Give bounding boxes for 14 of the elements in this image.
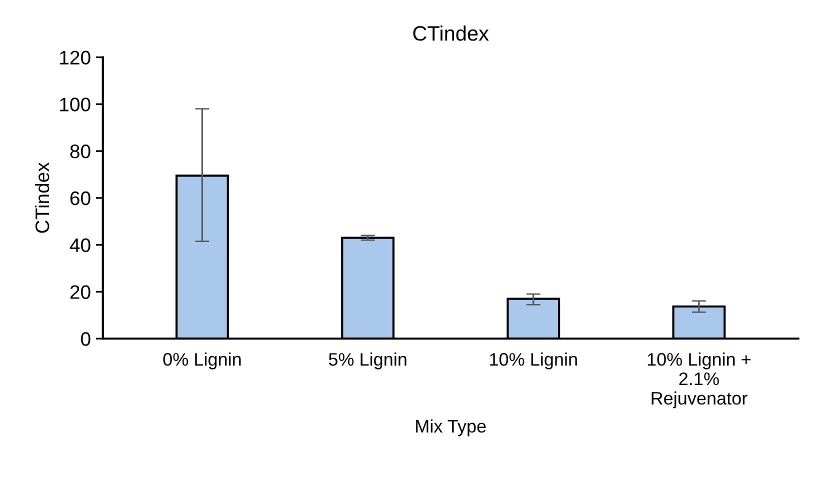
y-axis-title: CTindex — [34, 162, 50, 233]
y-tick-label: 60 — [70, 191, 90, 206]
y-tick-label: 120 — [60, 50, 90, 65]
x-tick-label: 0% Lignin — [163, 352, 241, 370]
chart-title: CTindex — [413, 26, 489, 41]
x-tick-label: 10% Lignin — [490, 352, 577, 370]
y-tick-label: 0 — [81, 332, 90, 346]
x-tick-label: 10% Lignin + 2.1% Rejuvenator — [648, 352, 751, 408]
x-tick-label: 5% Lignin — [328, 352, 406, 370]
y-tick-label: 20 — [70, 285, 90, 299]
y-tick-label: 80 — [70, 144, 90, 158]
x-axis-title: Mix Type — [416, 419, 486, 436]
y-tick-label: 100 — [60, 98, 90, 112]
y-tick-label: 40 — [70, 238, 90, 252]
